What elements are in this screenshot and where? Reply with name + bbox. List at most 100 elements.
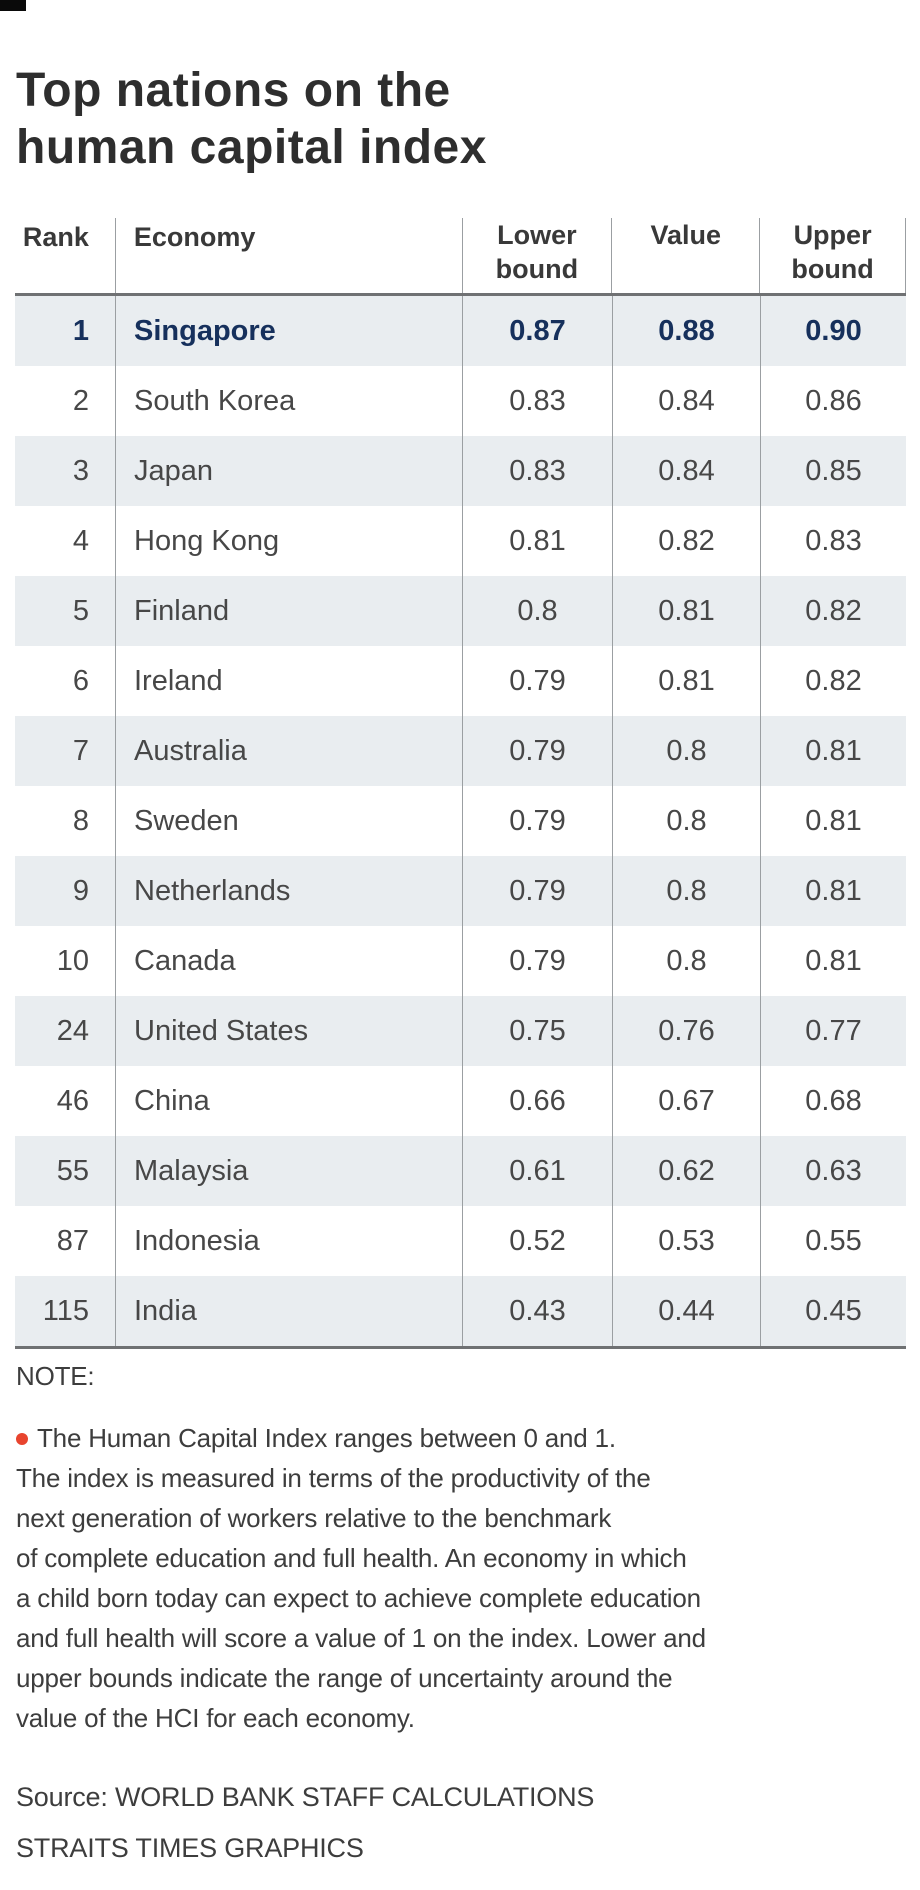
rank-cell: 3 [72,454,89,487]
upper-bound-cell: 0.82 [760,646,906,716]
corner-mark [0,0,26,11]
rank-cell: 7 [72,734,89,767]
lower-bound-cell: 0.8 [462,576,612,646]
upper-bound-cell: 0.63 [760,1136,906,1206]
upper-bound-cell: 0.82 [760,576,906,646]
lower-bound-cell: 0.83 [462,436,612,506]
page-title-line-1: Top nations on the [16,64,451,118]
economy-cell: Hong Kong [115,506,462,576]
rank-cell: 5 [72,594,89,627]
note-line-text: a child born today can expect to achieve… [16,1583,701,1613]
table-row-ireland: 6 Ireland 0.79 0.81 0.82 [15,646,906,716]
lower-bound-cell: 0.81 [462,506,612,576]
note-line-6: and full health will score a value of 1 … [16,1618,706,1658]
lower-bound-cell: 0.79 [462,926,612,996]
header-cell-upper-bound: Upper bound [759,218,905,293]
rank-cell: 2 [72,384,89,417]
value-cell: 0.81 [612,576,760,646]
bullet-icon [16,1433,28,1445]
upper-bound-cell: 0.81 [760,926,906,996]
upper-bound-cell: 0.90 [760,296,906,366]
upper-bound-cell: 0.45 [760,1276,906,1346]
lower-bound-cell: 0.61 [462,1136,612,1206]
upper-bound-cell: 0.81 [760,856,906,926]
table-row-hong-kong: 4 Hong Kong 0.81 0.82 0.83 [15,506,906,576]
note-line-5: a child born today can expect to achieve… [16,1578,706,1618]
upper-bound-cell: 0.86 [760,366,906,436]
value-cell: 0.8 [612,926,760,996]
note-lines: The Human Capital Index ranges between 0… [16,1418,706,1738]
rank-cell: 9 [72,874,89,907]
economy-cell: Finland [115,576,462,646]
table-row-canada: 10 Canada 0.79 0.8 0.81 [15,926,906,996]
table-row-singapore: 1 Singapore 0.87 0.88 0.90 [15,296,906,366]
value-cell: 0.62 [612,1136,760,1206]
economy-cell: India [115,1276,462,1346]
page-title: Top nations on the human capital index [16,62,487,176]
upper-bound-cell: 0.68 [760,1066,906,1136]
note-line-text: value of the HCI for each economy. [16,1703,415,1733]
table-row-indonesia: 87 Indonesia 0.52 0.53 0.55 [15,1206,906,1276]
economy-cell: China [115,1066,462,1136]
header-cell-economy: Economy [114,218,462,293]
rank-cell: 115 [42,1294,89,1327]
rank-cell: 46 [56,1084,89,1117]
note-line-8: value of the HCI for each economy. [16,1698,706,1738]
table-row-india: 115 India 0.43 0.44 0.45 [15,1276,906,1346]
upper-bound-cell: 0.81 [760,786,906,856]
note-line-text: The index is measured in terms of the pr… [16,1463,651,1493]
economy-cell: Australia [115,716,462,786]
note-line-7: upper bounds indicate the range of uncer… [16,1658,706,1698]
rank-cell: 8 [72,804,89,837]
table-row-south-korea: 2 South Korea 0.83 0.84 0.86 [15,366,906,436]
lower-bound-cell: 0.43 [462,1276,612,1346]
table-row-finland: 5 Finland 0.8 0.81 0.82 [15,576,906,646]
note-line-text: of complete education and full health. A… [16,1543,687,1573]
note-line-text: The Human Capital Index ranges between 0… [37,1423,616,1453]
economy-cell: Netherlands [115,856,462,926]
source-section: Source: WORLD BANK STAFF CALCULATIONS ST… [16,1772,594,1874]
lower-bound-cell: 0.79 [462,646,612,716]
note-line-text: and full health will score a value of 1 … [16,1623,706,1653]
value-cell: 0.67 [612,1066,760,1136]
value-cell: 0.8 [612,786,760,856]
economy-cell: Malaysia [115,1136,462,1206]
note-line-text: next generation of workers relative to t… [16,1503,612,1533]
value-cell: 0.53 [612,1206,760,1276]
rank-cell: 87 [56,1224,89,1257]
table-row-sweden: 8 Sweden 0.79 0.8 0.81 [15,786,906,856]
table-row-japan: 3 Japan 0.83 0.84 0.85 [15,436,906,506]
rank-cell: 4 [72,524,89,557]
rank-cell: 6 [72,664,89,697]
upper-bound-cell: 0.83 [760,506,906,576]
economy-cell: Indonesia [115,1206,462,1276]
hci-table: Rank Economy Lower bound Value Upper bound 1… [15,218,906,1349]
note-line-4: of complete education and full health. A… [16,1538,706,1578]
upper-bound-cell: 0.81 [760,716,906,786]
lower-bound-cell: 0.66 [462,1066,612,1136]
source-line-2: STRAITS TIMES GRAPHICS [16,1833,364,1863]
note-line-2: The index is measured in terms of the pr… [16,1458,706,1498]
rank-cell: 55 [56,1154,89,1187]
header-cell-lower-bound: Lower bound [461,218,612,293]
economy-cell: Sweden [115,786,462,856]
rank-cell: 10 [56,944,89,977]
lower-bound-cell: 0.83 [462,366,612,436]
table-row-malaysia: 55 Malaysia 0.61 0.62 0.63 [15,1136,906,1206]
economy-cell: Japan [115,436,462,506]
value-cell: 0.44 [612,1276,760,1346]
table-row-china: 46 China 0.66 0.67 0.68 [15,1066,906,1136]
economy-cell: Ireland [115,646,462,716]
lower-bound-cell: 0.79 [462,786,612,856]
source-line-1: Source: WORLD BANK STAFF CALCULATIONS [16,1782,595,1812]
value-cell: 0.8 [612,716,760,786]
table-header-row: Rank Economy Lower bound Value Upper bound [15,218,906,293]
lower-bound-cell: 0.87 [462,296,612,366]
note-line-text: upper bounds indicate the range of uncer… [16,1663,673,1693]
value-cell: 0.84 [612,436,760,506]
table-row-united-states: 24 United States 0.75 0.76 0.77 [15,996,906,1066]
upper-bound-cell: 0.85 [760,436,906,506]
lower-bound-cell: 0.75 [462,996,612,1066]
note-line-3: next generation of workers relative to t… [16,1498,706,1538]
note-label: NOTE: [16,1361,95,1391]
